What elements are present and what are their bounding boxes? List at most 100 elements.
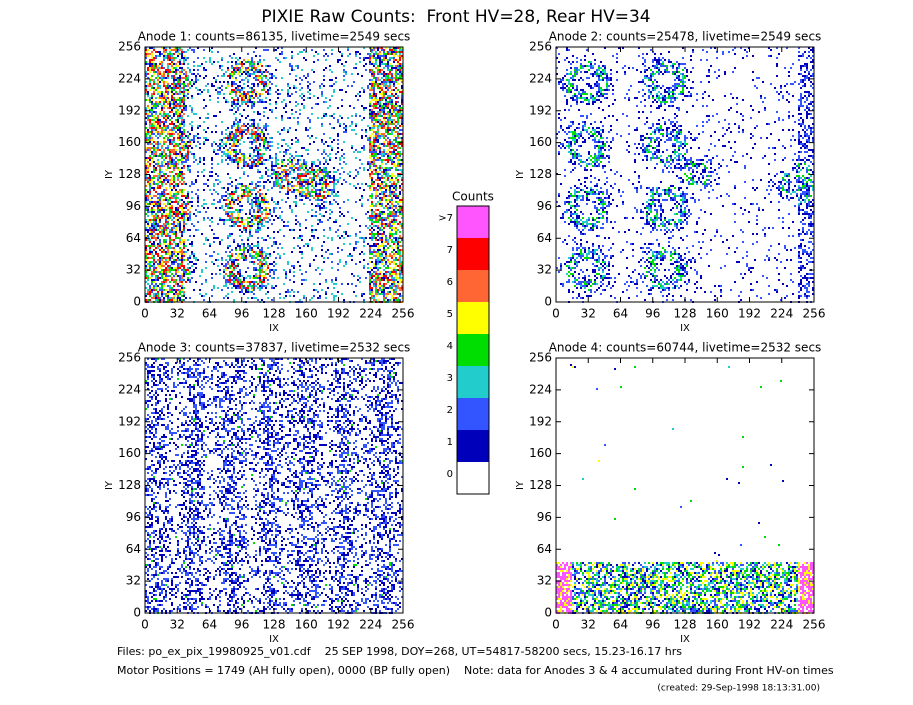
- y-tick-label: 224: [118, 71, 141, 85]
- colorbar-label: 2: [447, 405, 453, 416]
- x-axis-label: IX: [269, 323, 279, 334]
- x-tick-label: 0: [141, 618, 149, 632]
- y-tick-label: 256: [118, 40, 141, 54]
- colorbar-label: 1: [447, 437, 453, 448]
- y-tick-label: 256: [118, 351, 141, 365]
- y-tick-label: 96: [126, 199, 141, 213]
- colorbar-label: 3: [447, 373, 453, 384]
- x-tick-label: 96: [645, 307, 660, 321]
- y-tick-label: 0: [133, 606, 141, 620]
- x-tick-label: 256: [803, 618, 826, 632]
- x-tick-label: 224: [770, 307, 793, 321]
- y-tick-label: 192: [118, 103, 141, 117]
- figure-title: PIXIE Raw Counts: Front HV=28, Rear HV=3…: [261, 7, 650, 27]
- colorbar-box: [457, 302, 489, 334]
- colorbar-box: [457, 270, 489, 302]
- x-tick-label: 160: [295, 618, 318, 632]
- x-tick-label: 256: [392, 618, 415, 632]
- x-tick-label: 160: [706, 307, 729, 321]
- y-tick-label: 160: [529, 135, 552, 149]
- y-tick-label: 160: [118, 135, 141, 149]
- x-tick-label: 64: [613, 307, 628, 321]
- count-texture: [145, 358, 403, 614]
- colorbar-box: [457, 238, 489, 270]
- count-texture: [570, 364, 798, 614]
- panel-title: Anode 1: counts=86135, livetime=2549 sec…: [138, 30, 411, 44]
- x-tick-label: 128: [674, 618, 697, 632]
- y-tick-label: 128: [118, 478, 141, 492]
- panel-title: Anode 3: counts=37837, livetime=2532 sec…: [138, 341, 411, 355]
- count-texture: [145, 47, 403, 303]
- y-tick-label: 256: [529, 351, 552, 365]
- x-tick-label: 32: [581, 618, 596, 632]
- y-tick-label: 128: [529, 167, 552, 181]
- x-tick-label: 64: [613, 618, 628, 632]
- y-tick-label: 0: [544, 606, 552, 620]
- y-tick-label: 224: [118, 382, 141, 396]
- colorbar-box: [457, 206, 489, 238]
- y-tick-label: 32: [537, 263, 552, 277]
- y-axis-label: IY: [104, 480, 115, 490]
- colorbar-title: Counts: [452, 190, 494, 204]
- colorbar-label: 4: [447, 341, 453, 352]
- y-tick-label: 256: [529, 40, 552, 54]
- count-texture: [145, 47, 403, 303]
- x-tick-label: 192: [327, 307, 350, 321]
- x-axis-label: IX: [680, 634, 690, 645]
- y-tick-label: 224: [529, 382, 552, 396]
- x-tick-label: 224: [770, 618, 793, 632]
- y-tick-label: 96: [537, 510, 552, 524]
- panel: Anode 4: counts=60744, livetime=2532 sec…: [515, 341, 825, 646]
- x-tick-label: 192: [738, 307, 761, 321]
- x-tick-label: 128: [263, 307, 286, 321]
- y-tick-label: 192: [118, 414, 141, 428]
- x-axis-label: IX: [680, 323, 690, 334]
- x-tick-label: 96: [234, 618, 249, 632]
- y-tick-label: 128: [529, 478, 552, 492]
- colorbar-label: 6: [447, 277, 453, 288]
- colorbar-box: [457, 334, 489, 366]
- colorbar-label: >7: [438, 213, 453, 224]
- count-texture: [145, 47, 403, 303]
- y-tick-label: 32: [126, 574, 141, 588]
- x-tick-label: 64: [202, 307, 217, 321]
- y-tick-label: 32: [126, 263, 141, 277]
- y-tick-label: 224: [529, 71, 552, 85]
- footer-motor: Motor Positions = 1749 (AH fully open), …: [117, 664, 834, 677]
- y-axis-label: IY: [515, 169, 526, 179]
- x-tick-label: 160: [295, 307, 318, 321]
- colorbar-box: [457, 366, 489, 398]
- x-tick-label: 32: [170, 307, 185, 321]
- y-tick-label: 96: [126, 510, 141, 524]
- panel: Anode 2: counts=25478, livetime=2549 sec…: [515, 30, 825, 335]
- count-texture: [145, 47, 403, 303]
- colorbar-frame: [456, 205, 490, 495]
- y-tick-label: 192: [529, 103, 552, 117]
- y-tick-label: 64: [126, 542, 141, 556]
- x-tick-label: 128: [263, 618, 286, 632]
- panel: Anode 3: counts=37837, livetime=2532 sec…: [104, 341, 414, 646]
- colorbar-label: 0: [447, 469, 453, 480]
- y-tick-label: 64: [537, 231, 552, 245]
- panel: Anode 1: counts=86135, livetime=2549 sec…: [104, 30, 414, 335]
- panel-title: Anode 2: counts=25478, livetime=2549 sec…: [549, 30, 822, 44]
- x-tick-label: 192: [738, 618, 761, 632]
- y-axis-label: IY: [104, 169, 115, 179]
- x-tick-label: 96: [234, 307, 249, 321]
- x-tick-label: 0: [141, 307, 149, 321]
- x-tick-label: 64: [202, 618, 217, 632]
- count-texture: [556, 47, 814, 303]
- colorbar-box: [457, 430, 489, 462]
- x-tick-label: 0: [552, 618, 560, 632]
- x-tick-label: 32: [170, 618, 185, 632]
- x-tick-label: 192: [327, 618, 350, 632]
- x-axis-label: IX: [269, 634, 279, 645]
- colorbar-box: [457, 462, 489, 494]
- x-tick-label: 96: [645, 618, 660, 632]
- x-tick-label: 224: [359, 307, 382, 321]
- colorbar-label: 7: [447, 245, 453, 256]
- y-tick-label: 64: [537, 542, 552, 556]
- count-texture: [556, 47, 814, 303]
- colorbar-label: 5: [447, 309, 453, 320]
